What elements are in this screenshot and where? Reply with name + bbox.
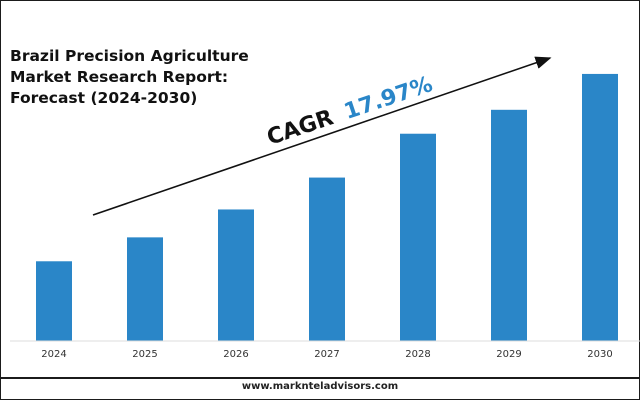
bar-2027 (309, 177, 345, 341)
chart-title-line-2: Market Research Report: (10, 68, 229, 86)
x-tick-label-2030: 2030 (587, 349, 612, 360)
x-tick-label-2028: 2028 (405, 349, 430, 360)
chart-title-line-1: Brazil Precision Agriculture (10, 47, 249, 65)
bar-2028 (400, 133, 436, 341)
bar-2026 (218, 209, 254, 341)
bar-2024 (36, 261, 72, 341)
bar-2025 (127, 237, 163, 341)
x-tick-label-2025: 2025 (132, 349, 157, 360)
x-tick-label-2029: 2029 (496, 349, 521, 360)
chart-title: Brazil Precision Agriculture Market Rese… (10, 46, 250, 109)
bar-2030 (582, 73, 618, 342)
x-tick-label-2027: 2027 (314, 349, 339, 360)
x-axis-labels: 2024 2025 2026 2027 2028 2029 2030 (41, 349, 612, 360)
footer-divider (0, 377, 640, 379)
bars-group (36, 73, 618, 342)
x-tick-label-2026: 2026 (223, 349, 248, 360)
cagr-value: 17.97% (341, 72, 436, 125)
bar-2029 (491, 109, 527, 341)
footer-website: www.marknteladvisors.com (241, 381, 399, 392)
bar-chart: 2024 2025 2026 2027 2028 2029 2030 CAGR 17.97% (10, 56, 640, 360)
growth-arrow (92, 56, 552, 216)
x-tick-label-2024: 2024 (41, 349, 66, 360)
chart-title-line-3: Forecast (2024-2030) (10, 89, 198, 107)
